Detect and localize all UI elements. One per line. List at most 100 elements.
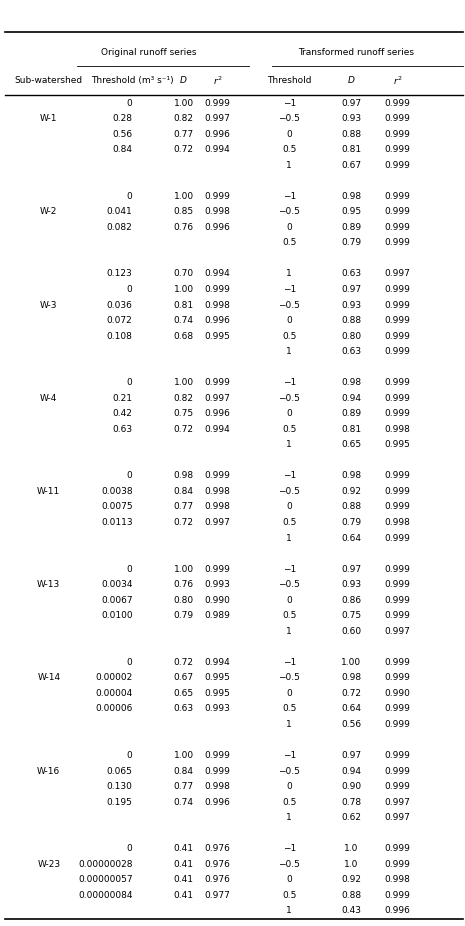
Text: 0.997: 0.997: [385, 813, 411, 822]
Text: 0.65: 0.65: [341, 441, 361, 449]
Text: 0.77: 0.77: [173, 130, 194, 139]
Text: 0.92: 0.92: [341, 875, 361, 884]
Text: −0.5: −0.5: [278, 581, 300, 589]
Text: 0.999: 0.999: [205, 285, 231, 294]
Text: 0.995: 0.995: [385, 441, 411, 449]
Text: 0.81: 0.81: [341, 145, 361, 155]
Text: 0: 0: [286, 409, 292, 419]
Text: 0.84: 0.84: [113, 145, 133, 155]
Text: 0.993: 0.993: [205, 705, 231, 713]
Text: $r^{2}$: $r^{2}$: [213, 74, 222, 87]
Text: 0.997: 0.997: [205, 394, 231, 403]
Text: 0.00000028: 0.00000028: [78, 859, 133, 869]
Text: 0.999: 0.999: [385, 316, 411, 325]
Text: 0.999: 0.999: [205, 471, 231, 481]
Text: 0.997: 0.997: [385, 627, 411, 636]
Text: 0.41: 0.41: [173, 875, 194, 884]
Text: Original runoff series: Original runoff series: [101, 48, 197, 57]
Text: 0.78: 0.78: [341, 797, 361, 807]
Text: 0.5: 0.5: [282, 518, 296, 527]
Text: 0.999: 0.999: [385, 347, 411, 357]
Text: 0.97: 0.97: [341, 99, 361, 107]
Text: 1: 1: [286, 441, 292, 449]
Text: 0.997: 0.997: [385, 797, 411, 807]
Text: 0.977: 0.977: [205, 891, 231, 900]
Text: 0.5: 0.5: [282, 611, 296, 620]
Text: 0.996: 0.996: [205, 130, 231, 139]
Text: 0.999: 0.999: [385, 207, 411, 217]
Text: 0: 0: [127, 285, 133, 294]
Text: 0.98: 0.98: [173, 471, 194, 481]
Text: 0.994: 0.994: [205, 657, 231, 667]
Text: 0.79: 0.79: [173, 611, 194, 620]
Text: 0.999: 0.999: [385, 751, 411, 760]
Text: 0.65: 0.65: [173, 689, 194, 698]
Text: 0.990: 0.990: [385, 689, 411, 698]
Text: 0.98: 0.98: [341, 471, 361, 481]
Text: 1.0: 1.0: [344, 845, 358, 853]
Text: 0.999: 0.999: [385, 859, 411, 869]
Text: 0: 0: [127, 565, 133, 573]
Text: 0.68: 0.68: [173, 332, 194, 341]
Text: 0.995: 0.995: [205, 332, 231, 341]
Text: 0.072: 0.072: [107, 316, 133, 325]
Text: 0.00004: 0.00004: [95, 689, 133, 698]
Text: W-4: W-4: [40, 394, 58, 403]
Text: 0.77: 0.77: [173, 503, 194, 511]
Text: $r^{2}$: $r^{2}$: [393, 74, 402, 87]
Text: 0.999: 0.999: [205, 99, 231, 107]
Text: 0.72: 0.72: [173, 425, 194, 433]
Text: 0.86: 0.86: [341, 595, 361, 605]
Text: 0.999: 0.999: [205, 565, 231, 573]
Text: 0.5: 0.5: [282, 891, 296, 900]
Text: 0: 0: [286, 782, 292, 791]
Text: 0.999: 0.999: [385, 487, 411, 496]
Text: 0: 0: [127, 845, 133, 853]
Text: 0.95: 0.95: [341, 207, 361, 217]
Text: 0.72: 0.72: [173, 657, 194, 667]
Text: 0.0034: 0.0034: [101, 581, 133, 589]
Text: 0.996: 0.996: [205, 409, 231, 419]
Text: 0.74: 0.74: [173, 797, 194, 807]
Text: 0.97: 0.97: [341, 285, 361, 294]
Text: 0.97: 0.97: [341, 565, 361, 573]
Text: 0.60: 0.60: [341, 627, 361, 636]
Text: 0.72: 0.72: [173, 145, 194, 155]
Text: −1: −1: [283, 657, 296, 667]
Text: 0.67: 0.67: [341, 161, 361, 169]
Text: 0.76: 0.76: [173, 223, 194, 232]
Text: 0.81: 0.81: [173, 301, 194, 309]
Text: 1.00: 1.00: [173, 378, 194, 387]
Text: 0.997: 0.997: [205, 518, 231, 527]
Text: 0.996: 0.996: [205, 797, 231, 807]
Text: 0.56: 0.56: [113, 130, 133, 139]
Text: 0.130: 0.130: [106, 782, 133, 791]
Text: 0: 0: [127, 378, 133, 387]
Text: 0.98: 0.98: [341, 378, 361, 387]
Text: 0.64: 0.64: [341, 705, 361, 713]
Text: 0.72: 0.72: [341, 689, 361, 698]
Text: 0.00002: 0.00002: [95, 673, 133, 682]
Text: −1: −1: [283, 192, 296, 201]
Text: 0.0100: 0.0100: [101, 611, 133, 620]
Text: −1: −1: [283, 845, 296, 853]
Text: 0.999: 0.999: [385, 891, 411, 900]
Text: 0.999: 0.999: [385, 301, 411, 309]
Text: Threshold (m³ s⁻¹): Threshold (m³ s⁻¹): [91, 76, 174, 85]
Text: 0.93: 0.93: [341, 301, 361, 309]
Text: 0.999: 0.999: [385, 471, 411, 481]
Text: 0.999: 0.999: [385, 145, 411, 155]
Text: 0: 0: [127, 471, 133, 481]
Text: 0.84: 0.84: [173, 487, 194, 496]
Text: D: D: [348, 76, 354, 85]
Text: 0: 0: [127, 192, 133, 201]
Text: 0.998: 0.998: [385, 518, 411, 527]
Text: 1.0: 1.0: [344, 859, 358, 869]
Text: 0.93: 0.93: [341, 581, 361, 589]
Text: −0.5: −0.5: [278, 394, 300, 403]
Text: 0.42: 0.42: [113, 409, 133, 419]
Text: W-23: W-23: [37, 859, 60, 869]
Text: 0.82: 0.82: [173, 394, 194, 403]
Text: 1: 1: [286, 347, 292, 357]
Text: 0.999: 0.999: [385, 378, 411, 387]
